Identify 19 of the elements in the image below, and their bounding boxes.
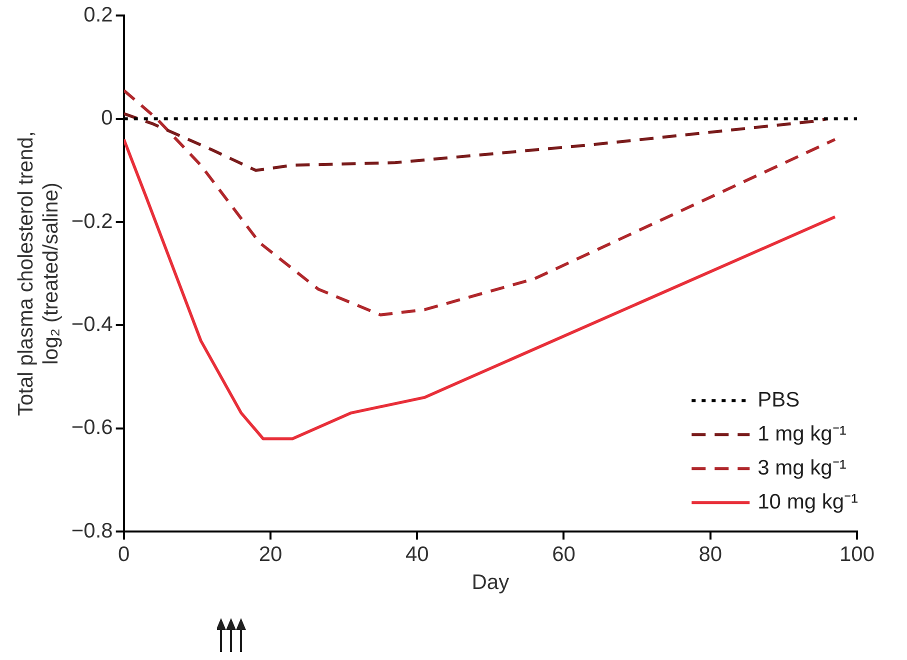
legend-label: 3 mg kg⁻¹ (758, 456, 846, 480)
legend-label: 1 mg kg⁻¹ (758, 422, 846, 446)
y-tick-label: −0.4 (71, 312, 114, 336)
x-tick-label: 20 (258, 542, 282, 566)
legend-label: 10 mg kg⁻¹ (758, 490, 858, 514)
x-tick-label: 80 (698, 542, 722, 566)
x-tick-label: 40 (405, 542, 429, 566)
y-axis-title: Total plasma cholesterol trend, log₂ (treated/saline) (14, 131, 63, 416)
y-tick-label: −0.2 (71, 210, 113, 233)
x-tick-label: 100 (839, 542, 875, 566)
line-series (124, 88, 837, 316)
y-tick-label: 0.2 (84, 3, 113, 26)
legend-label: PBS (758, 388, 800, 412)
y-tick-label: −0.8 (71, 519, 113, 542)
x-tick-label: 0 (118, 542, 130, 566)
y-tick-label: 0 (101, 106, 113, 130)
y-tick-label: −0.6 (71, 416, 113, 440)
x-tick-label: 60 (552, 542, 576, 566)
x-axis-title: Day (472, 571, 510, 594)
